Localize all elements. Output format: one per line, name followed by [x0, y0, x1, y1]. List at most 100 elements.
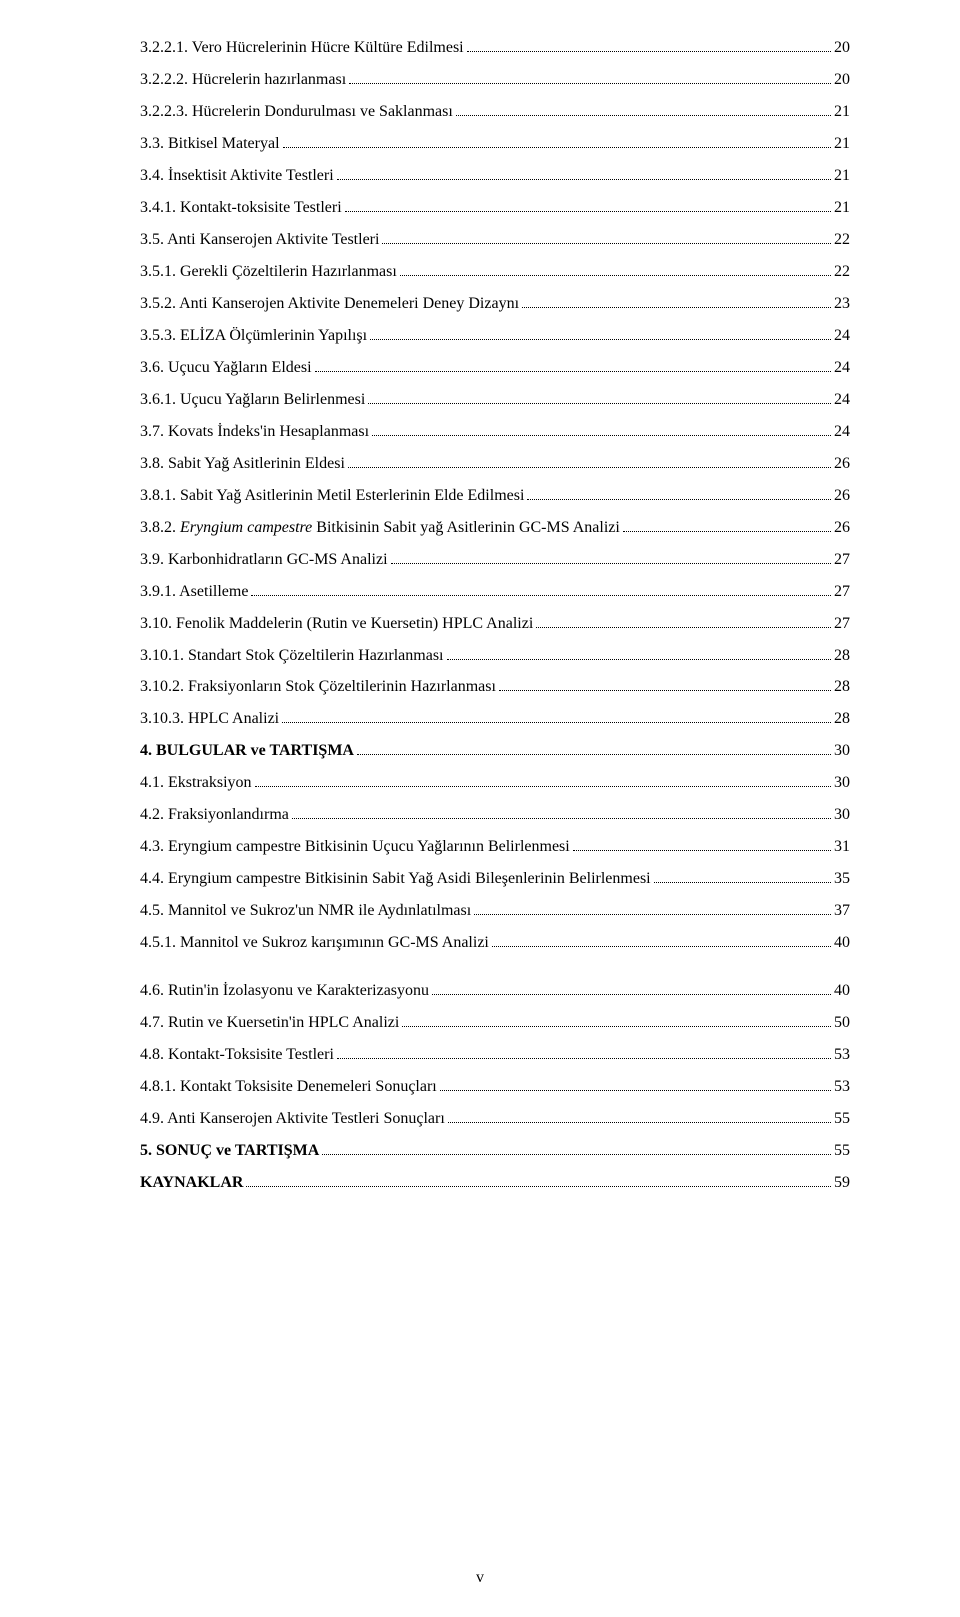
toc-leader-dots: [282, 710, 831, 724]
toc-entry: 3.9.1. Asetilleme 27: [140, 582, 850, 600]
toc-entry: 4.6. Rutin'in İzolasyonu ve Karakterizas…: [140, 981, 850, 999]
toc-entry-page: 20: [834, 72, 850, 88]
toc-entry-page: 24: [834, 424, 850, 440]
toc-entry-label: 4.1. Ekstraksiyon: [140, 775, 252, 791]
toc-entry-label: 4.6. Rutin'in İzolasyonu ve Karakterizas…: [140, 983, 429, 999]
toc-entry-label: 3.10.2. Fraksiyonların Stok Çözeltilerin…: [140, 679, 496, 695]
toc-entry: 3.5.1. Gerekli Çözeltilerin Hazırlanması…: [140, 262, 850, 280]
toc-entry-page: 50: [834, 1015, 850, 1031]
toc-leader-dots: [400, 262, 831, 276]
toc-leader-dots: [456, 102, 831, 116]
toc-leader-dots: [246, 1173, 831, 1187]
toc-leader-dots: [402, 1013, 831, 1027]
toc-leader-dots: [368, 390, 831, 404]
toc-entry-page: 28: [834, 648, 850, 664]
toc-leader-dots: [522, 294, 831, 308]
toc-entry-page: 40: [834, 983, 850, 999]
toc-entry: 3.2.2.3. Hücrelerin Dondurulması ve Sakl…: [140, 102, 850, 120]
toc-entry: 4.5. Mannitol ve Sukroz'un NMR ile Aydın…: [140, 902, 850, 920]
toc-entry: 4.8. Kontakt-Toksisite Testleri 53: [140, 1045, 850, 1063]
toc-leader-dots: [623, 518, 831, 532]
toc-leader-dots: [348, 454, 831, 468]
toc-leader-dots: [447, 646, 832, 660]
toc-entry-label: 3.10. Fenolik Maddelerin (Rutin ve Kuers…: [140, 616, 533, 632]
toc-entry: 4.2. Fraksiyonlandırma30: [140, 806, 850, 824]
toc-leader-dots: [492, 934, 831, 948]
toc-entry: 3.9. Karbonhidratların GC-MS Analizi 27: [140, 550, 850, 568]
toc-entry: 3.2.2.2. Hücrelerin hazırlanması20: [140, 70, 850, 88]
toc-entry-page: 27: [834, 552, 850, 568]
toc-entry-page: 21: [834, 168, 850, 184]
toc-leader-dots: [440, 1077, 831, 1091]
toc-entry: 4.4. Eryngium campestre Bitkisinin Sabit…: [140, 870, 850, 888]
toc-entry-label: 4.8. Kontakt-Toksisite Testleri: [140, 1047, 334, 1063]
toc-leader-dots: [654, 870, 831, 884]
toc-leader-dots: [536, 614, 831, 628]
table-of-contents: 3.2.2.1. Vero Hücrelerinin Hücre Kültüre…: [140, 38, 850, 1191]
toc-entry-page: 24: [834, 392, 850, 408]
toc-leader-dots: [345, 198, 831, 212]
toc-entry: 3.6.1. Uçucu Yağların Belirlenmesi24: [140, 390, 850, 408]
toc-entry: 3.7. Kovats İndeks'in Hesaplanması 24: [140, 422, 850, 440]
toc-leader-dots: [527, 486, 831, 500]
toc-entry-label: 3.3. Bitkisel Materyal: [140, 136, 280, 152]
toc-entry: 3.8.2. Eryngium campestre Bitkisinin Sab…: [140, 518, 850, 536]
toc-entry: 3.5.3. ELİZA Ölçümlerinin Yapılışı 24: [140, 326, 850, 344]
toc-entry-label: 3.8.1. Sabit Yağ Asitlerinin Metil Ester…: [140, 488, 524, 504]
toc-entry-page: 26: [834, 456, 850, 472]
toc-entry-label: 4.2. Fraksiyonlandırma: [140, 807, 289, 823]
toc-entry-page: 24: [834, 328, 850, 344]
toc-entry: 3.10. Fenolik Maddelerin (Rutin ve Kuers…: [140, 614, 850, 632]
toc-entry-page: 27: [834, 616, 850, 632]
toc-leader-dots: [372, 422, 831, 436]
toc-entry: 4.3. Eryngium campestre Bitkisinin Uçucu…: [140, 838, 850, 856]
toc-entry-label: 4.7. Rutin ve Kuersetin'in HPLC Analizi: [140, 1015, 399, 1031]
toc-entry-page: 55: [834, 1111, 850, 1127]
toc-leader-dots: [315, 358, 831, 372]
toc-leader-dots: [467, 38, 831, 52]
toc-entry-page: 20: [834, 40, 850, 56]
toc-leader-dots: [432, 981, 831, 995]
toc-entry-page: 27: [834, 584, 850, 600]
toc-entry-label: 4.3. Eryngium campestre Bitkisinin Uçucu…: [140, 839, 570, 855]
toc-entry-label: 4.5. Mannitol ve Sukroz'un NMR ile Aydın…: [140, 903, 471, 919]
toc-entry: 4.5.1. Mannitol ve Sukroz karışımının GC…: [140, 934, 850, 952]
toc-leader-dots: [391, 550, 831, 564]
toc-entry-page: 37: [834, 903, 850, 919]
toc-entry-page: 23: [834, 296, 850, 312]
toc-entry: 3.10.3. HPLC Analizi28: [140, 710, 850, 728]
toc-entry-page: 22: [834, 264, 850, 280]
toc-entry-page: 53: [834, 1079, 850, 1095]
toc-leader-dots: [283, 134, 831, 148]
toc-entry-label: 3.7. Kovats İndeks'in Hesaplanması: [140, 424, 369, 440]
toc-leader-dots: [251, 582, 831, 596]
toc-entry-label: 3.9.1. Asetilleme: [140, 584, 248, 600]
toc-entry: 4.7. Rutin ve Kuersetin'in HPLC Analizi 5…: [140, 1013, 850, 1031]
toc-entry-label: 5. SONUÇ ve TARTIŞMA: [140, 1143, 319, 1159]
toc-entry: 3.2.2.1. Vero Hücrelerinin Hücre Kültüre…: [140, 38, 850, 56]
toc-entry-label: 3.6. Uçucu Yağların Eldesi: [140, 360, 312, 376]
toc-entry-label: 3.5.3. ELİZA Ölçümlerinin Yapılışı: [140, 328, 367, 344]
toc-entry-label: 4.8.1. Kontakt Toksisite Denemeleri Sonu…: [140, 1079, 437, 1095]
toc-entry-label: 3.9. Karbonhidratların GC-MS Analizi: [140, 552, 388, 568]
toc-leader-dots: [382, 230, 831, 244]
toc-entry: 3.6. Uçucu Yağların Eldesi24: [140, 358, 850, 376]
toc-entry-page: 53: [834, 1047, 850, 1063]
toc-entry: 3.4.1. Kontakt-toksisite Testleri21: [140, 198, 850, 216]
toc-entry-label: 3.10.3. HPLC Analizi: [140, 711, 279, 727]
toc-entry: 3.5. Anti Kanserojen Aktivite Testleri22: [140, 230, 850, 248]
toc-entry: 4. BULGULAR ve TARTIŞMA30: [140, 742, 850, 760]
toc-entry-label: 3.5.2. Anti Kanserojen Aktivite Denemele…: [140, 296, 519, 312]
toc-leader-dots: [499, 678, 831, 692]
toc-entry-page: 28: [834, 679, 850, 695]
toc-leader-dots: [337, 1045, 831, 1059]
toc-leader-dots: [322, 1141, 831, 1155]
toc-entry: 4.1. Ekstraksiyon30: [140, 774, 850, 792]
toc-entry-page: 21: [834, 200, 850, 216]
toc-entry: 3.10.2. Fraksiyonların Stok Çözeltilerin…: [140, 678, 850, 696]
toc-entry: 4.8.1. Kontakt Toksisite Denemeleri Sonu…: [140, 1077, 850, 1095]
toc-entry-label: 4.5.1. Mannitol ve Sukroz karışımının GC…: [140, 935, 489, 951]
toc-entry-label: 3.2.2.3. Hücrelerin Dondurulması ve Sakl…: [140, 104, 453, 120]
toc-leader-dots: [349, 70, 831, 84]
toc-entry: 3.4. İnsektisit Aktivite Testleri21: [140, 166, 850, 184]
